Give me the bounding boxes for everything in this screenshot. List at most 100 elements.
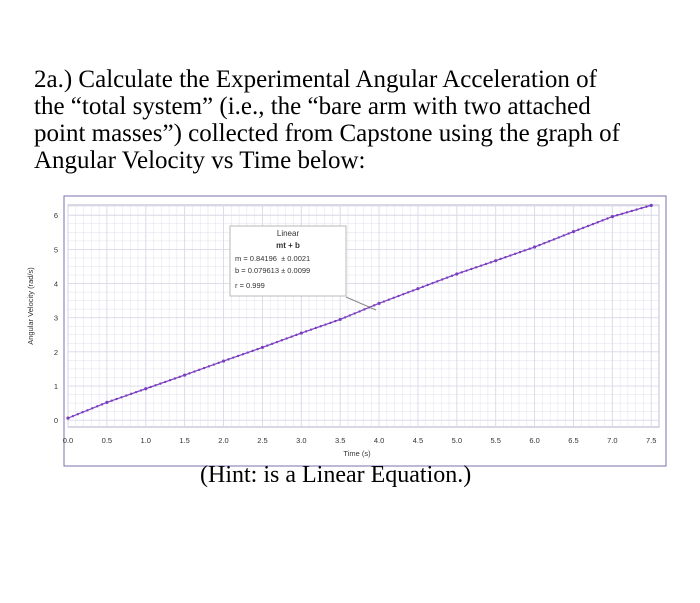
data-marker [270,342,274,346]
y-tick-label: 5 [54,245,58,254]
data-marker [620,212,624,215]
data-marker [358,310,361,313]
data-point [455,272,459,276]
data-point [416,287,420,291]
fit-intercept: b = 0.079613 ± 0.0099 [235,266,310,275]
data-marker [372,304,376,307]
question-line: the “total system” (i.e., the “bare arm … [34,93,591,120]
data-marker [241,353,245,356]
data-marker [635,208,638,211]
data-marker [596,221,599,224]
data-marker [630,209,633,213]
data-marker [334,319,337,323]
data-marker [168,379,172,382]
data-marker [348,314,352,317]
data-point [66,416,70,420]
y-tick-label: 2 [54,348,58,357]
data-marker [232,356,235,359]
hint-text: (Hint: is a Linear Equation.) [200,462,472,488]
data-marker [645,205,648,208]
data-marker [76,412,79,416]
data-marker [479,264,483,267]
fit-annotation-box[interactable]: Linear mt + b m = 0.84196 ± 0.0021 b = 0… [229,225,347,297]
data-marker [523,249,527,252]
x-tick-label: 1.5 [179,436,189,445]
data-marker [538,243,541,247]
data-marker [129,392,133,396]
data-marker [71,414,75,418]
data-marker [173,377,177,380]
data-marker [212,363,216,366]
data-point [532,245,537,249]
data-marker [489,261,493,264]
data-marker [275,340,279,344]
data-marker [577,228,580,231]
x-tick-label: 4.0 [374,436,384,445]
data-marker [178,375,181,378]
data-marker [154,384,157,387]
data-marker [159,382,162,385]
data-marker [227,358,230,361]
data-marker [591,222,595,226]
data-marker [164,380,167,384]
data-marker [256,347,259,351]
y-tick-label: 4 [54,280,58,289]
data-marker [304,330,308,333]
data-marker [149,385,152,389]
data-marker [528,247,531,250]
data-marker [421,285,424,289]
data-marker [567,232,570,235]
data-marker [513,252,517,256]
data-point [338,317,342,322]
data-point [183,373,187,377]
data-marker [606,217,609,220]
data-point [571,230,576,234]
data-marker [139,389,143,392]
data-marker [91,407,94,410]
y-tick-label: 3 [54,314,58,323]
data-marker [484,262,488,266]
fit-slope: m = 0.84196 ± 0.0021 [235,254,310,263]
data-marker [504,256,507,259]
data-marker [436,280,439,283]
data-marker [193,370,196,373]
data-marker [470,267,473,271]
data-marker [86,409,89,412]
data-marker [324,323,327,326]
data-marker [426,283,429,287]
data-marker [285,337,288,340]
data-marker [499,257,502,261]
x-tick-label: 7.0 [607,436,617,445]
data-marker [441,278,444,281]
x-tick-label: 1.0 [141,436,151,445]
x-tick-label: 2.5 [257,436,267,445]
data-marker [460,271,463,274]
data-marker [236,354,240,358]
x-tick-label: 4.5 [413,436,423,445]
data-marker [431,281,434,285]
x-tick-label: 5.5 [490,436,500,445]
data-marker [120,396,123,399]
data-marker [353,312,356,315]
data-marker [329,321,332,325]
data-marker [465,269,468,272]
data-marker [586,224,590,228]
x-tick-label: 7.5 [646,436,656,445]
x-tick-label: 0.5 [102,436,112,445]
question-text: 2a.) Calculate the Experimental Angular … [34,66,674,174]
data-marker [640,206,643,210]
data-marker [188,372,191,375]
fit-equation: mt + b [276,241,300,250]
data-marker [445,276,449,279]
data-marker [552,238,556,241]
data-marker [319,325,322,328]
data-marker [246,351,250,354]
y-tick-label: 1 [54,382,58,391]
data-point [260,345,265,350]
data-marker [475,266,478,269]
data-point [649,203,653,207]
data-marker [198,368,201,372]
x-tick-label: 2.0 [218,436,228,445]
